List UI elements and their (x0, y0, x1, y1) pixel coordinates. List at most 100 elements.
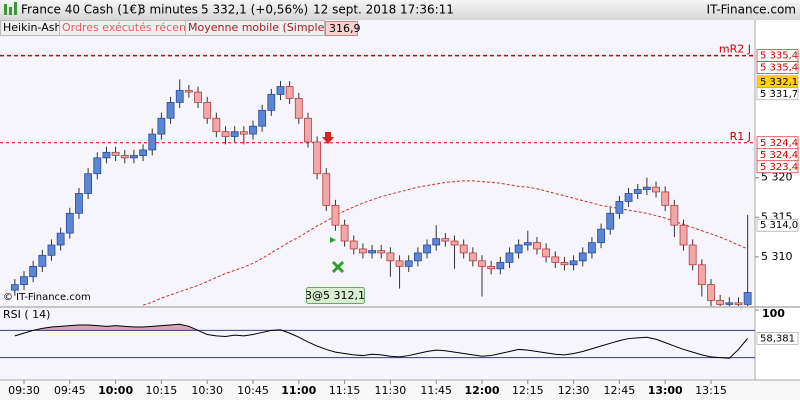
rsi-title: RSI ( 14) (3, 308, 50, 321)
candle-body (423, 244, 431, 254)
last-price: 5 332,1 (+0,56%) (201, 3, 308, 17)
candle-body (47, 244, 56, 256)
candle-body (716, 300, 725, 305)
price-label: 5 335,4 (760, 63, 798, 74)
candle-body (395, 260, 404, 267)
candle-body (624, 193, 633, 202)
candle-body (523, 242, 532, 246)
candle-body (93, 157, 102, 175)
header-bar (0, 0, 800, 20)
x-tick-label: 10:30 (191, 384, 223, 397)
rsi-area (0, 308, 755, 380)
candle-body (157, 117, 166, 135)
candle-body (111, 151, 120, 156)
y-tick-label: 5 320 (761, 171, 793, 184)
x-tick-label: 13:00 (648, 384, 683, 397)
candle-body (29, 265, 38, 278)
tab-label[interactable]: Moyenne mobile (Simple 50) (188, 21, 346, 34)
candle-body (560, 262, 569, 266)
candle-body (359, 248, 367, 254)
timeframe[interactable]: 3 minutes (138, 3, 198, 17)
candle-body (304, 117, 312, 143)
x-tick-label: 12:45 (604, 384, 636, 397)
candle-body (615, 201, 624, 214)
instrument[interactable]: France 40 Cash (1€) (21, 3, 142, 17)
candle-body (349, 240, 358, 250)
candle-body (597, 228, 605, 244)
tab-label[interactable]: Ordres exécutés récents (62, 21, 196, 34)
candle-body (130, 155, 138, 159)
candle-body (432, 238, 441, 246)
candle-body (633, 189, 642, 194)
x-tick-label: 12:00 (464, 384, 499, 397)
x-tick-label: 11:00 (281, 384, 316, 397)
tab[interactable] (185, 20, 325, 36)
candle-body (606, 212, 615, 230)
candle-body (533, 242, 541, 250)
candle-body (194, 91, 202, 103)
candle-body (697, 264, 706, 286)
price-label: 5 324,4 (760, 138, 798, 149)
candle-body (487, 265, 496, 270)
moving-average (142, 180, 748, 306)
candle-body (505, 252, 514, 263)
candle-body (441, 238, 450, 242)
datetime: 12 sept. 2018 17:36:11 (313, 3, 454, 17)
candle-body (102, 151, 111, 159)
x-tick-label: 13:15 (695, 384, 727, 397)
order-marker (330, 237, 336, 243)
candle-body (468, 252, 477, 262)
candle-body (184, 90, 193, 93)
candle-body (10, 284, 19, 291)
tab-label[interactable]: Heikin-Ashi (3, 21, 65, 34)
candle-body (569, 260, 578, 266)
candle-body (642, 186, 651, 190)
icon (9, 7, 12, 15)
candle-body (120, 155, 129, 159)
x-tick-label: 10:00 (98, 384, 133, 397)
candle-body (340, 224, 349, 242)
level-label: mR2 J (719, 43, 751, 56)
candle-body (212, 117, 221, 133)
rsi-line (14, 323, 749, 359)
x-tick-label: 09:30 (8, 384, 40, 397)
watermark: © IT-Finance.com (3, 292, 91, 303)
candle-body (661, 191, 670, 206)
candle-body (322, 173, 331, 206)
time-axis-area (0, 380, 800, 400)
x-tick-label: 12:30 (558, 384, 590, 397)
candle-body (578, 252, 587, 262)
candle-body (670, 204, 679, 226)
candle-body (478, 260, 486, 267)
value-label: 58,381 (760, 333, 795, 344)
brand: IT-Finance.com (707, 3, 796, 17)
price-label: 5 324,4 (760, 150, 798, 161)
candle-body (743, 292, 752, 305)
y-tick-label: 5 310 (761, 250, 793, 263)
candle-body (386, 252, 395, 262)
rsi-plot (0, 323, 755, 359)
candle-body (294, 98, 303, 119)
candle-body (551, 256, 560, 263)
price-label-box (756, 218, 799, 232)
price-label: 5 331,7 (760, 89, 798, 100)
candle-body (368, 250, 376, 254)
candle-body (258, 109, 267, 127)
order-box (306, 287, 365, 304)
candle-body (239, 131, 248, 135)
candle-body (249, 125, 257, 135)
icon (14, 2, 17, 15)
candle-body (331, 204, 340, 226)
x-tick-label: 11:45 (420, 384, 452, 397)
candle-body (276, 86, 285, 95)
candle-body (38, 254, 47, 267)
candle-body (652, 186, 660, 193)
candle-body (148, 133, 157, 151)
x-tick-label: 10:15 (146, 384, 178, 397)
candle-body (221, 131, 230, 137)
candle-body (56, 232, 65, 246)
candle-body (459, 244, 468, 254)
candle-body (542, 248, 551, 258)
level-label: R1 J (730, 130, 751, 143)
